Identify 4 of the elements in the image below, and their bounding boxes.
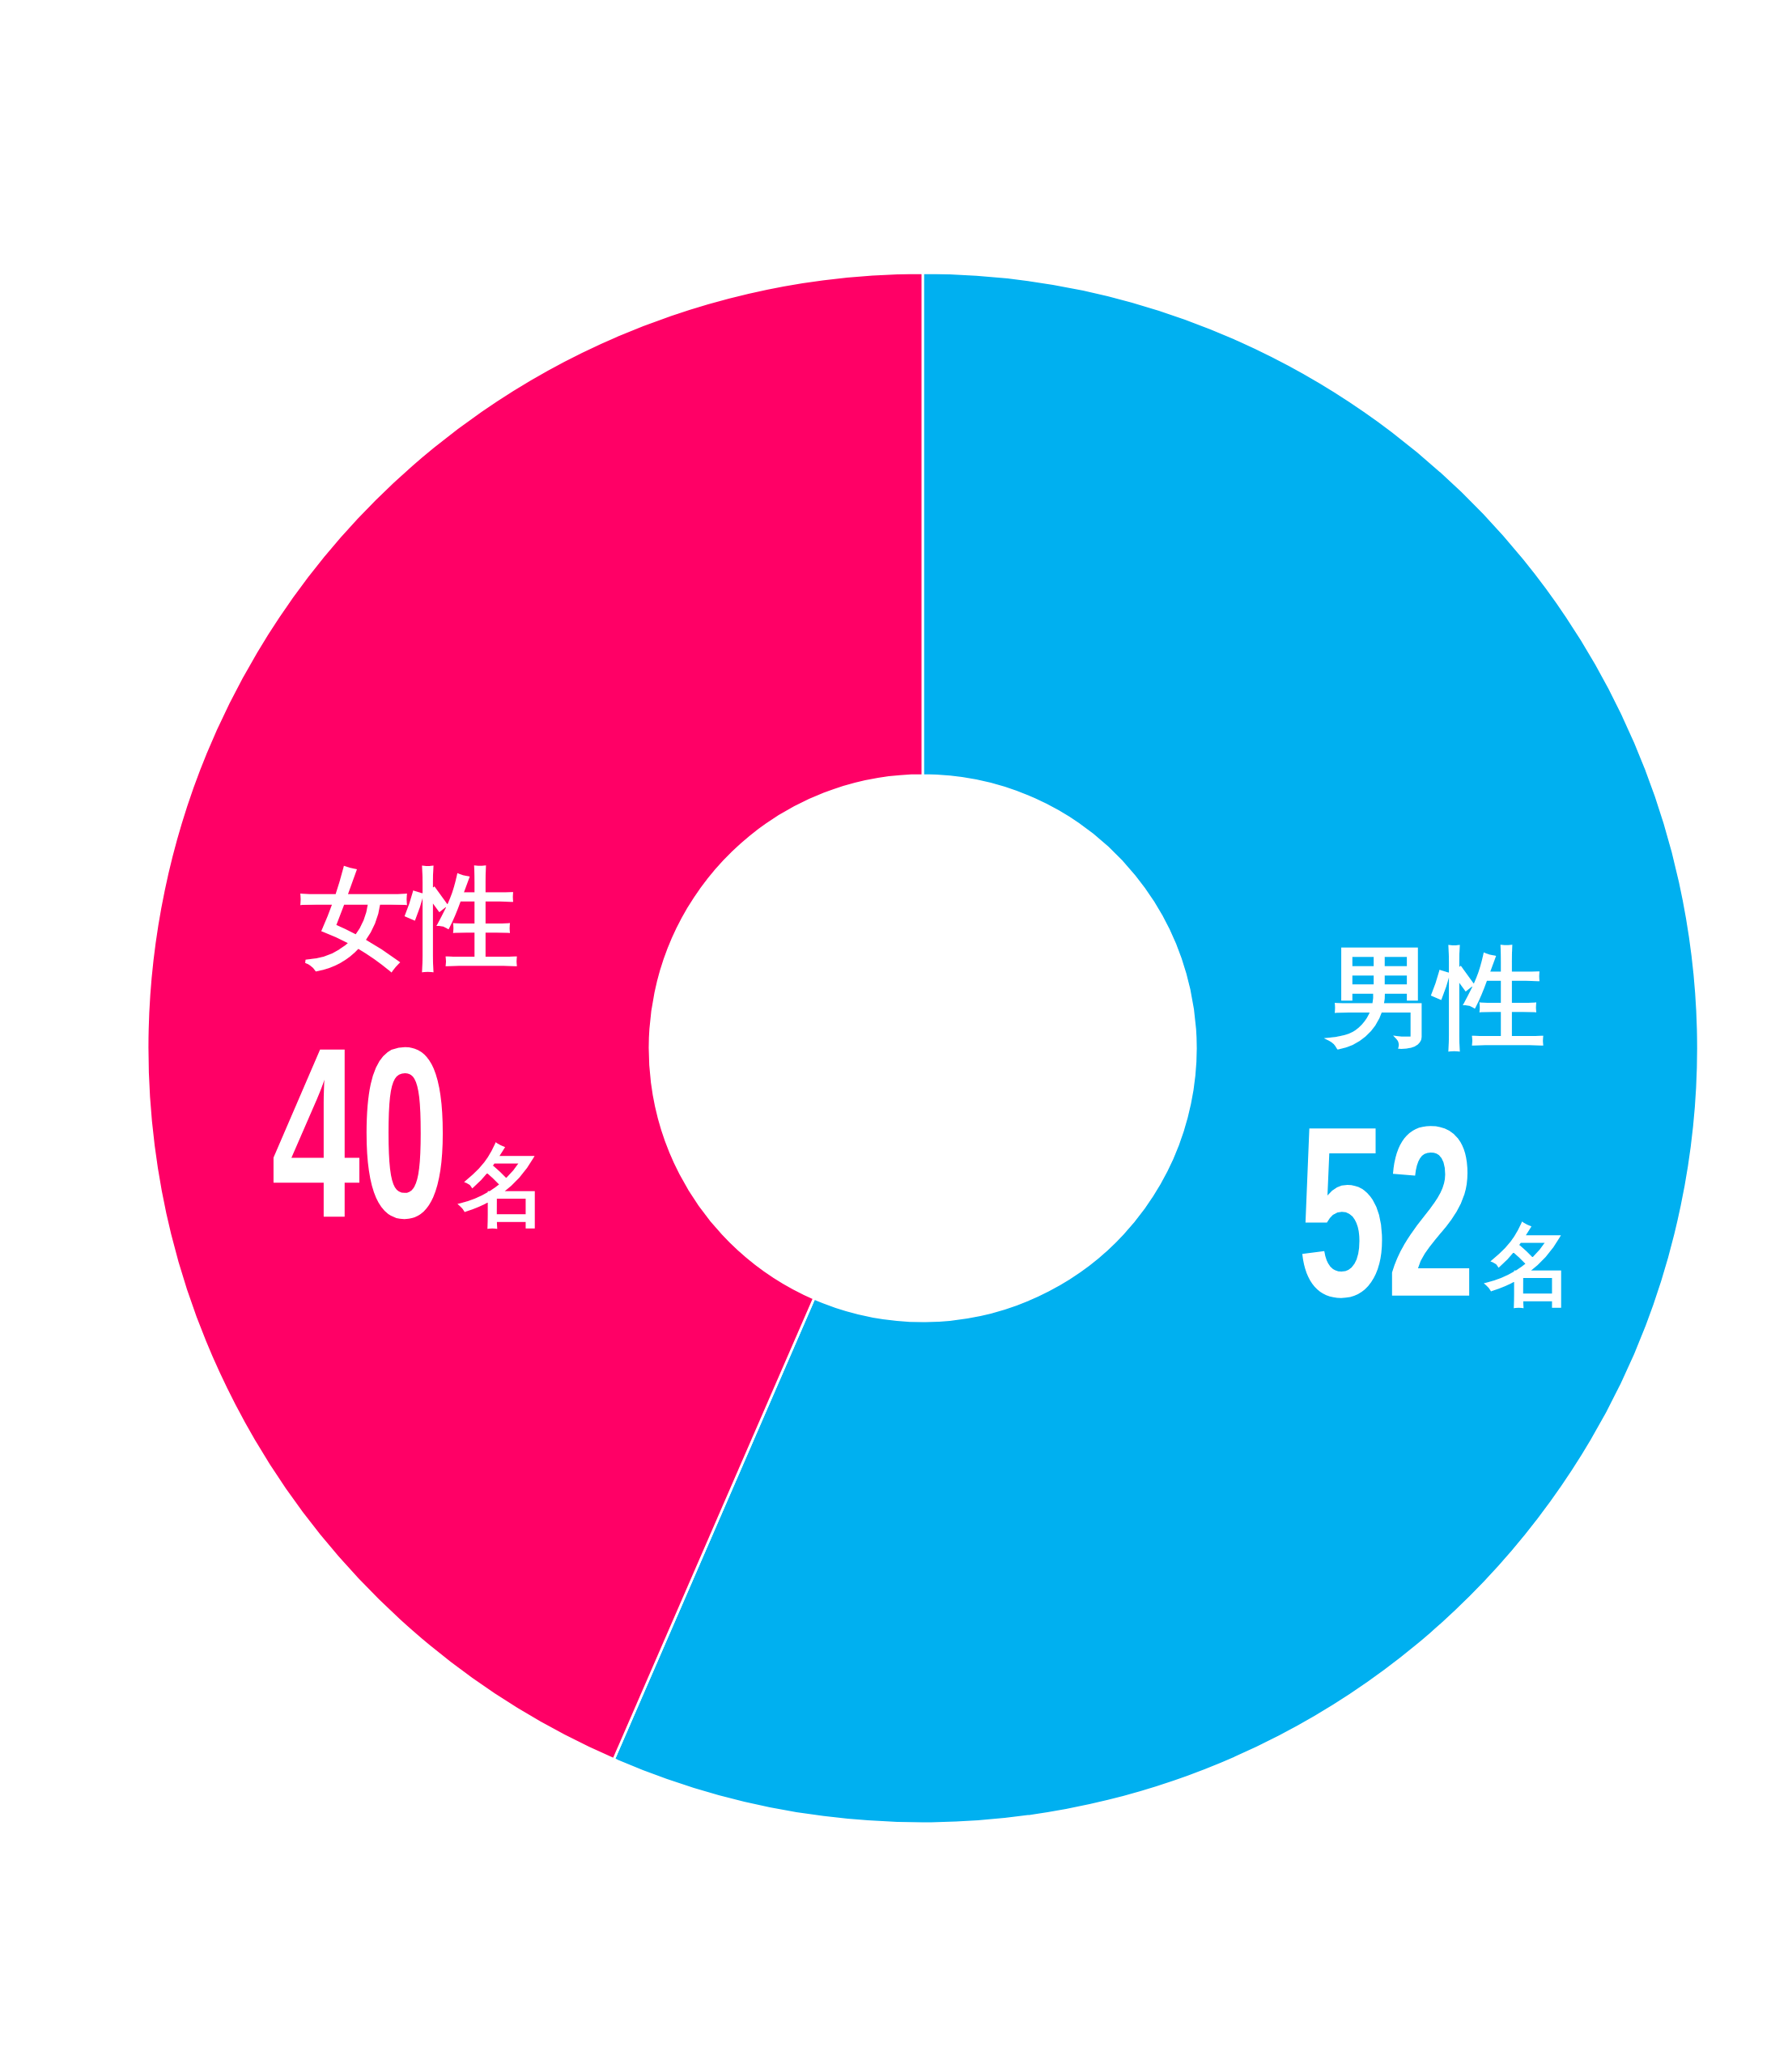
data-label: 52名	[1297, 1076, 1575, 1348]
slice-label: 女性	[300, 857, 520, 980]
slice-label: 男性	[1323, 936, 1545, 1059]
data-label: 40名	[270, 996, 549, 1268]
